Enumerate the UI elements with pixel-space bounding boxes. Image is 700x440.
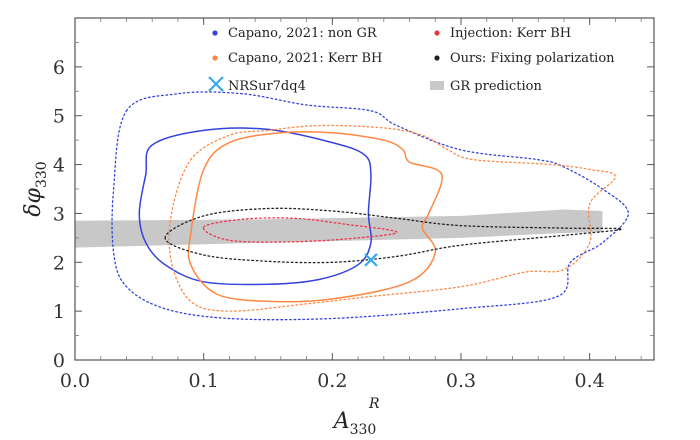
- contour-ours-fixing-polarization-inner: [164, 207, 623, 264]
- legend-label: Capano, 2021: non GR: [228, 26, 378, 41]
- contour-capano-2021-kerr-bh-outer: [168, 124, 617, 312]
- y-tick-label: 2: [53, 252, 65, 274]
- x-tick-label: 0.4: [575, 370, 605, 392]
- contour-layer: [111, 91, 629, 321]
- y-tick-label: 6: [53, 57, 65, 79]
- nrsur7dq4-marker: [364, 253, 378, 267]
- legend-label: GR prediction: [450, 79, 543, 94]
- legend-swatch: [212, 30, 218, 36]
- y-axis-label-sub: 330: [34, 161, 50, 188]
- legend: Capano, 2021: non GR Injection: Kerr BH Ca…: [208, 26, 615, 94]
- legend-item-ours-fixing-polarization: Ours: Fixing polarization: [434, 51, 615, 66]
- x-axis-label-main: A: [332, 409, 350, 434]
- legend-label: Capano, 2021: Kerr BH: [228, 51, 382, 66]
- legend-item-injection-kerr-bh: Injection: Kerr BH: [434, 26, 571, 41]
- y-axis-label: δφ330: [21, 161, 50, 216]
- plot-frame: [74, 17, 655, 361]
- legend-item-capano-2021-kerr-bh: Capano, 2021: Kerr BH: [212, 51, 382, 66]
- contour-capano-2021-kerr-bh-inner: [187, 131, 443, 303]
- gr-prediction-band-layer: [75, 209, 603, 248]
- x-axis-label-superscript: R: [368, 396, 380, 412]
- contour-capano-2021-non-gr-outer: [111, 91, 629, 321]
- legend-label: Ours: Fixing polarization: [450, 51, 615, 66]
- x-axis-label-sub: 330: [350, 422, 377, 438]
- x-tick-label: 0.0: [60, 370, 90, 392]
- legend-item-capano-2021-non-gr: Capano, 2021: non GR: [212, 26, 378, 41]
- contour-capano-2021-non-gr-inner: [138, 127, 373, 286]
- y-tick-label: 1: [53, 301, 65, 323]
- y-tick-label: 0: [53, 350, 65, 372]
- y-tick-label: 5: [53, 106, 65, 128]
- x-tick-label: 0.3: [446, 370, 476, 392]
- y-tick-label: 4: [53, 155, 65, 177]
- legend-item-nrsur7dq4: NRSur7dq4: [208, 76, 306, 94]
- x-axis-label: A330: [332, 409, 377, 438]
- legend-label: Injection: Kerr BH: [450, 26, 571, 41]
- y-axis-label-main: δφ: [21, 187, 46, 216]
- x-tick-label: 0.2: [317, 370, 347, 392]
- legend-swatch: [212, 55, 218, 61]
- contour-injection-kerr-bh-inner: [202, 217, 398, 243]
- legend-label: NRSur7dq4: [228, 79, 306, 94]
- gr-prediction-band: [75, 209, 603, 248]
- tick-layer: 0.0 0.1 0.2 0.3 0.4 0 1 2 3 4 5 6: [53, 18, 654, 392]
- legend-swatch: [434, 30, 440, 36]
- legend-item-gr-prediction: GR prediction: [430, 79, 543, 94]
- legend-swatch: [430, 81, 444, 90]
- legend-swatch: [208, 76, 224, 92]
- marker-layer: [364, 253, 378, 267]
- x-tick-label: 0.1: [189, 370, 219, 392]
- legend-swatch: [434, 55, 440, 61]
- y-tick-label: 3: [53, 203, 65, 225]
